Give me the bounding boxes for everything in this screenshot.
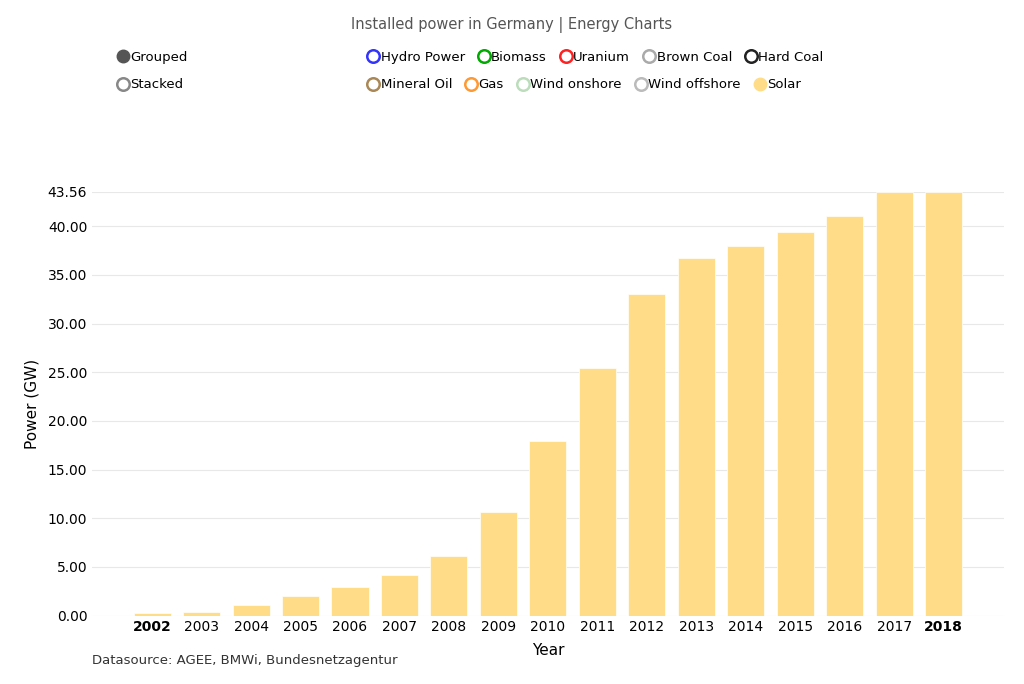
Bar bbox=[826, 216, 863, 616]
Bar bbox=[381, 575, 418, 616]
Bar bbox=[430, 556, 468, 616]
Bar bbox=[678, 259, 715, 616]
Bar bbox=[925, 192, 963, 616]
Legend: Mineral Oil, Gas, Wind onshore, Wind offshore, Solar: Mineral Oil, Gas, Wind onshore, Wind off… bbox=[370, 79, 801, 92]
Text: Installed power in Germany | Energy Charts: Installed power in Germany | Energy Char… bbox=[351, 17, 673, 33]
Bar bbox=[183, 611, 220, 616]
Bar bbox=[282, 596, 319, 616]
Bar bbox=[876, 192, 912, 616]
Bar bbox=[232, 605, 269, 616]
Bar bbox=[727, 246, 764, 616]
Bar bbox=[529, 441, 566, 616]
Bar bbox=[628, 294, 666, 616]
Y-axis label: Power (GW): Power (GW) bbox=[25, 358, 40, 449]
Text: Datasource: AGEE, BMWi, Bundesnetzagentur: Datasource: AGEE, BMWi, Bundesnetzagentu… bbox=[92, 654, 397, 667]
Bar bbox=[579, 368, 615, 616]
X-axis label: Year: Year bbox=[531, 643, 564, 658]
Bar bbox=[332, 588, 369, 616]
Bar bbox=[480, 512, 517, 616]
Bar bbox=[133, 613, 171, 616]
Bar bbox=[776, 232, 814, 616]
